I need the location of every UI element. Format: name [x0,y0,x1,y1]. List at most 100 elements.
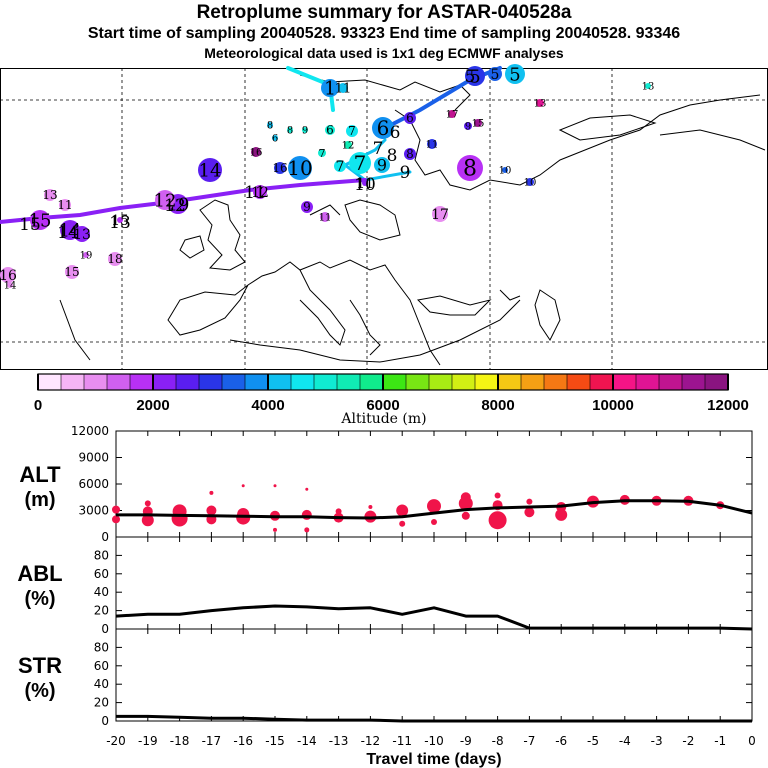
plume-marker-dot [267,122,273,128]
plume-marker: 12 [251,185,269,201]
coastline [299,269,346,346]
plume-marker-dot [320,212,330,222]
plume-marker-dot [198,158,222,182]
plume-marker-dot [74,226,90,242]
plume-marker-label: 1 [324,78,336,100]
coastline [299,74,471,111]
plume-marker-label: 8 [267,121,273,132]
plume-marker: 12 [342,141,355,152]
plume-marker-label: 15 [64,265,79,279]
plume-marker-label: 11 [335,82,352,97]
colorbar-swatch [336,373,361,391]
x-tick-label: -4 [619,734,631,748]
y-tick-label: 0 [101,622,109,636]
colorbar-tick-label: 0 [34,397,42,414]
track-day-label: 7 [373,139,384,159]
plume-marker: 13 [642,82,655,93]
plume-marker-dot [344,141,352,149]
x-tick-label: -15 [265,734,285,748]
x-tick-label: -17 [202,734,222,748]
plume-marker-dot [505,64,525,84]
plume-marker-label: 7 [354,151,367,175]
plume-marker: 6 [372,116,394,140]
plume-marker: 9 [301,200,313,214]
plume-marker-dot [302,127,308,133]
plume-marker: 8 [457,155,483,182]
x-tick-label: -16 [233,734,253,748]
plume-marker-label: 11 [356,176,374,192]
altitude-point [171,510,188,527]
plume-marker-dot [526,178,534,186]
plume-marker-label: 14 [4,281,17,292]
coastline [349,299,381,356]
plume-marker-label: 9 [302,126,308,137]
plume-marker-label: 7 [348,124,356,138]
plume-marker-label: 11 [57,198,72,212]
plume-marker-label: 13 [73,227,91,243]
plume-marker-label: 11 [319,213,332,224]
plume-marker-label: 13 [42,188,57,202]
track-day-label: 12 [164,196,186,216]
plume-marker: 15 [111,213,129,229]
plume-marker: 11 [57,198,72,212]
plume-marker-dot [288,156,312,180]
series-line [115,604,753,631]
plume-marker-label: 6 [272,134,278,145]
colorbar-tick-label: 6000 [366,397,399,414]
plume-marker-dot [536,99,544,107]
plume-marker-dot [318,149,326,157]
coastline [59,299,91,361]
met-data-note: Meteorological data used is 1x1 deg ECMW… [204,45,564,61]
y-tick-label: 12000 [71,424,109,438]
altitude-point [524,507,535,518]
altitude-point [273,527,277,532]
altitude-point [141,514,154,527]
plume-marker: 6 [404,111,416,125]
plume-marker-dot [427,139,437,149]
plume-marker-dot [301,201,313,213]
colorbar-label: Altitude (m) [340,411,426,427]
plume-marker-dot [432,206,448,222]
altitude-point [399,520,406,527]
altitude-point [368,504,373,509]
x-tick-label: -19 [138,734,158,748]
x-tick-label: -6 [555,734,567,748]
panel-label: STR [18,653,62,678]
plume-marker-dot [465,66,485,86]
x-tick-label: -13 [329,734,349,748]
plume-marker-dot [155,190,175,210]
plume-marker: 14 [198,158,222,182]
colorbar-swatch [221,373,246,391]
y-tick-label: 60 [94,567,109,581]
panel-str: 0 20 40 60 80 STR(%) [18,628,753,728]
plume-marker-label: 10 [287,156,312,180]
y-tick-label: 40 [94,585,109,599]
altitude-point [304,527,310,533]
plume-marker: 15 [64,265,80,279]
coastline [558,114,657,141]
plume-marker-label: 7 [319,147,326,160]
plume-marker-label: 16 [250,148,263,159]
plume-marker-dot [321,79,339,97]
y-tick-label: 6000 [78,477,109,491]
plume-marker: 16 [0,267,17,284]
colorbar-swatch [658,373,683,391]
y-tick-label: 0 [101,530,109,544]
colorbar-swatch [106,373,131,391]
plume-marker: 7 [346,124,358,138]
colorbar-swatch [405,373,430,391]
x-tick-label: -3 [651,734,663,748]
x-tick-label: -2 [682,734,694,748]
plume-marker: 13 [42,188,57,202]
track-day-label: 13 [109,213,131,233]
plume-marker-dot [334,160,346,172]
altitude-point [427,499,441,514]
plume-marker: 17 [446,110,459,121]
plume-marker-label: 6 [377,116,390,140]
plume-marker: 5 [488,67,502,83]
plume-marker-dot [457,155,483,181]
altitude-point [494,492,501,499]
x-tick-label: -10 [424,734,444,748]
